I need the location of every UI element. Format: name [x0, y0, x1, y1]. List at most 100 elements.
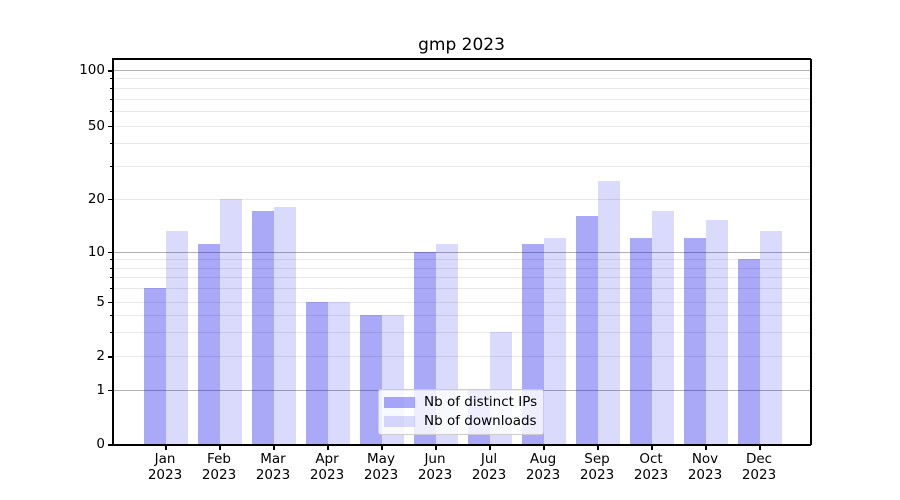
y-tick [108, 389, 113, 391]
y-minor-tick [110, 198, 113, 200]
y-minor-tick [110, 277, 113, 279]
bar-downloads-jan [165, 231, 188, 444]
bar-downloads-sep [597, 180, 620, 444]
gridline-minor [113, 356, 810, 357]
y-minor-tick [110, 78, 113, 80]
y-minor-tick [110, 98, 113, 100]
y-minor-tick [110, 288, 113, 290]
axis-spine-top [112, 58, 811, 60]
gridline-minor [113, 87, 810, 89]
x-tick-label: May 2023 [363, 451, 399, 483]
bar-downloads-apr [327, 301, 350, 444]
gridline-minor [113, 78, 810, 80]
y-tick-label: 5 [96, 293, 105, 310]
x-tick-label: Feb 2023 [201, 451, 237, 483]
gridline-minor [113, 166, 810, 168]
x-tick [651, 445, 653, 450]
y-tick [108, 251, 113, 253]
bar-distinct-ips-may [359, 314, 382, 444]
legend-item-distinct-ips: Nb of distinct IPs [384, 393, 543, 410]
bar-distinct-ips-apr [305, 301, 328, 444]
y-tick [108, 444, 113, 446]
legend-label-distinct-ips: Nb of distinct IPs [424, 393, 538, 410]
legend-swatch-distinct-ips [384, 396, 415, 408]
y-minor-tick [110, 143, 113, 145]
y-minor-tick [110, 125, 113, 127]
legend-label-downloads: Nb of downloads [424, 413, 537, 430]
y-tick-label: 1 [96, 381, 105, 398]
x-tick-label: Nov 2023 [687, 451, 723, 483]
x-tick [273, 445, 275, 450]
gridline-minor [113, 314, 810, 316]
gridline-minor [113, 98, 810, 100]
x-tick [165, 445, 167, 450]
legend-swatch-downloads [384, 416, 415, 428]
y-minor-tick [110, 87, 113, 89]
x-tick-label: Mar 2023 [255, 451, 291, 483]
gridline-minor [113, 267, 810, 269]
bar-downloads-feb [219, 198, 242, 444]
y-tick-label: 0 [96, 436, 105, 452]
y-minor-tick [110, 110, 113, 112]
bar-downloads-dec [759, 231, 782, 444]
gridline-minor [113, 301, 810, 303]
y-minor-tick [110, 331, 113, 333]
bar-distinct-ips-nov [683, 237, 706, 444]
bar-distinct-ips-dec [737, 259, 760, 444]
y-minor-tick [110, 166, 113, 168]
x-tick [435, 445, 437, 450]
bar-distinct-ips-feb [197, 244, 220, 444]
gridline-minor [113, 277, 810, 279]
bar-distinct-ips-mar [251, 210, 274, 444]
bar-downloads-aug [543, 237, 566, 444]
x-tick-label: Apr 2023 [309, 451, 345, 483]
y-tick [108, 70, 113, 72]
x-tick-label: Dec 2023 [741, 451, 777, 483]
x-tick-label: Jun 2023 [417, 451, 453, 483]
legend-item-downloads: Nb of downloads [384, 414, 543, 429]
gridline-minor [113, 331, 810, 333]
x-tick [489, 445, 491, 450]
bar-distinct-ips-jan [143, 288, 166, 444]
y-minor-tick [110, 259, 113, 261]
gridline-minor [113, 125, 810, 127]
gridline-minor [113, 288, 810, 290]
y-minor-tick [110, 267, 113, 269]
gridline-major [113, 70, 810, 71]
gridline-minor [113, 143, 810, 145]
y-tick-label: 20 [87, 190, 105, 207]
x-tick [759, 445, 761, 450]
y-minor-tick [110, 314, 113, 316]
y-tick-label: 10 [87, 243, 105, 260]
y-tick-label: 50 [87, 117, 105, 134]
x-tick [219, 445, 221, 450]
x-tick [327, 445, 329, 450]
y-minor-tick [110, 356, 113, 357]
y-minor-tick [110, 301, 113, 303]
bar-distinct-ips-oct [629, 237, 652, 444]
x-tick-label: Jul 2023 [471, 451, 507, 483]
y-tick-label: 100 [79, 62, 105, 78]
bar-downloads-mar [273, 206, 296, 444]
bar-downloads-nov [705, 220, 728, 444]
gridline-major [113, 251, 810, 253]
bar-distinct-ips-sep [575, 215, 598, 444]
bar-downloads-oct [651, 210, 674, 444]
x-tick [543, 445, 545, 450]
x-tick [381, 445, 383, 450]
gridline-minor [113, 110, 810, 112]
y-tick-label: 2 [96, 348, 105, 364]
legend: Nb of distinct IPs Nb of downloads [378, 389, 544, 435]
gridline-minor [113, 198, 810, 200]
x-tick [705, 445, 707, 450]
x-tick-label: Aug 2023 [525, 451, 561, 483]
x-tick-label: Oct 2023 [633, 451, 669, 483]
x-tick-label: Sep 2023 [579, 451, 615, 483]
chart-title: gmp 2023 [418, 35, 505, 55]
x-tick [597, 445, 599, 450]
axis-spine-right [810, 59, 812, 445]
axis-spine-bottom [112, 444, 811, 446]
x-tick-label: Jan 2023 [147, 451, 183, 483]
gridline-minor [113, 259, 810, 261]
